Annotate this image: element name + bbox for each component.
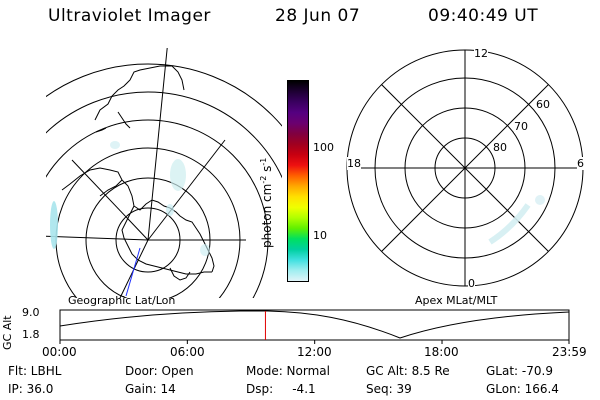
y-tick-9: 9.0 — [22, 306, 40, 319]
mlt-label-0: 0 — [468, 277, 475, 290]
x-tick-1200: 12:00 — [297, 345, 332, 359]
lat-circle — [46, 91, 282, 179]
meridian — [147, 139, 226, 241]
altitude-curve — [59, 310, 570, 339]
meridian — [46, 235, 149, 241]
colorbar-tick-10: 10 — [313, 229, 327, 242]
mlat-label-60: 60 — [536, 98, 550, 111]
aurora-patch — [166, 204, 174, 216]
colorbar — [287, 80, 309, 282]
mlt-diagonal — [379, 82, 551, 254]
aurora-patch — [110, 141, 120, 149]
aurora-patch — [50, 201, 58, 249]
coastline — [61, 167, 135, 215]
lat-circle — [46, 63, 282, 127]
lat-circle — [46, 119, 269, 298]
aurora-patch — [535, 195, 545, 205]
coastline — [99, 179, 123, 197]
info-dsp: Dsp: -4.1 — [246, 382, 316, 396]
meridian — [147, 48, 168, 241]
coastline — [121, 213, 212, 275]
info-gain: Gain: 14 — [125, 382, 176, 396]
aurora-patch — [170, 159, 186, 191]
timeline-axis-label: GC Alt — [1, 315, 14, 350]
instrument-title: Ultraviolet Imager — [48, 6, 211, 26]
coastline — [169, 267, 191, 281]
info-gcalt: GC Alt: 8.5 Re — [366, 364, 450, 378]
colorbar-tick-100: 100 — [313, 141, 334, 154]
x-tick-2359: 23:59 — [552, 345, 587, 359]
info-door: Door: Open — [125, 364, 194, 378]
coastline — [94, 65, 185, 121]
info-glon: GLon: 166.4 — [486, 382, 559, 396]
aurora-arc — [488, 203, 531, 245]
info-glat: GLat: -70.9 — [486, 364, 553, 378]
x-tick-0600: 06:00 — [170, 345, 205, 359]
orbit-track — [125, 247, 141, 297]
coastline — [117, 111, 131, 129]
coastline — [95, 127, 107, 133]
time-label: 09:40:49 UT — [428, 6, 539, 26]
info-flt: Flt: LBHL — [8, 364, 62, 378]
mlt-label-12: 12 — [474, 47, 488, 60]
left-panel-caption: Geographic Lat/Lon — [68, 294, 176, 307]
mlat-label-70: 70 — [514, 120, 528, 133]
date-label: 28 Jun 07 — [275, 6, 361, 26]
x-tick-0000: 00:00 — [42, 345, 77, 359]
x-tick-1800: 18:00 — [424, 345, 459, 359]
y-tick-1-8: 1.8 — [22, 328, 40, 341]
right-panel-caption: Apex MLat/MLT — [415, 294, 498, 307]
aurora-patch — [200, 244, 210, 256]
info-ip: IP: 36.0 — [8, 382, 54, 396]
info-mode: Mode: Normal — [246, 364, 330, 378]
mlt-label-6: 6 — [577, 157, 584, 170]
info-seq: Seq: 39 — [366, 382, 412, 396]
mlat-label-80: 80 — [493, 141, 507, 154]
mlt-label-18: 18 — [347, 157, 361, 170]
